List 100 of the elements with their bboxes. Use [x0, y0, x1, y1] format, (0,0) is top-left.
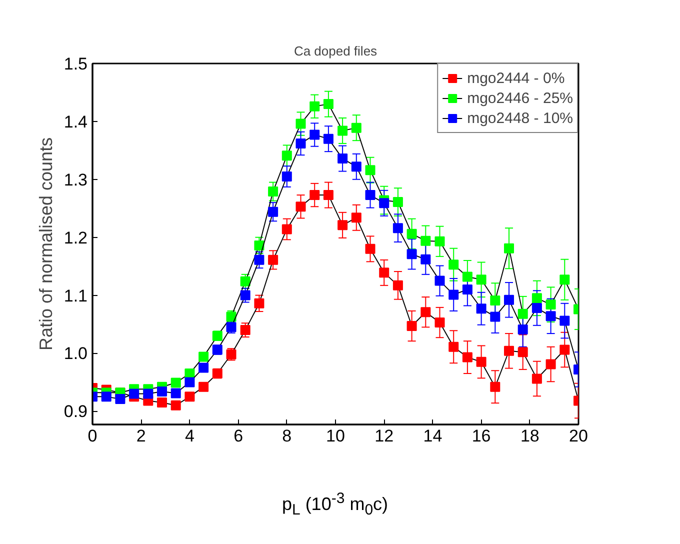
- point: [184, 368, 195, 379]
- x-tick-label: 2: [136, 426, 146, 446]
- point: [240, 325, 250, 336]
- point: [448, 342, 459, 352]
- point: [379, 268, 390, 278]
- point: [420, 307, 431, 318]
- point: [254, 254, 264, 265]
- y-tick-label: 1.1: [64, 286, 88, 306]
- point: [115, 394, 126, 404]
- legend-label: mgo2446 - 25%: [467, 90, 573, 106]
- point: [282, 224, 292, 234]
- point: [448, 290, 459, 300]
- point: [143, 388, 154, 399]
- point: [157, 386, 167, 396]
- point: [351, 162, 362, 172]
- point: [476, 304, 486, 314]
- point: [310, 130, 320, 140]
- point: [198, 352, 209, 362]
- legend-label: mgo2448 - 10%: [467, 110, 573, 126]
- point: [518, 347, 528, 358]
- point: [268, 254, 278, 265]
- point: [365, 190, 376, 200]
- point: [476, 274, 486, 285]
- point: [170, 400, 181, 410]
- point: [240, 276, 250, 286]
- x-axis-title: p$_{L}$ (10$^{-3}$ m$_{0}$c): [282, 490, 388, 519]
- legend-label: mgo2444 - 0%: [467, 70, 565, 86]
- point: [310, 101, 320, 112]
- point: [338, 220, 348, 230]
- y-tick-label: 1.0: [64, 344, 88, 364]
- point: [101, 392, 112, 402]
- x-tick-label: 8: [282, 426, 292, 446]
- point: [392, 280, 403, 290]
- y-axis-title: Ratio of normalised counts: [36, 137, 56, 351]
- point: [351, 122, 362, 133]
- point: [323, 190, 334, 200]
- point: [476, 356, 486, 367]
- point: [490, 382, 500, 392]
- point: [546, 300, 556, 310]
- point: [198, 362, 209, 373]
- point: [338, 154, 348, 164]
- y-tick-label: 1.2: [64, 228, 88, 248]
- point: [448, 260, 459, 270]
- point: [184, 377, 195, 388]
- point: [282, 171, 292, 182]
- point: [504, 346, 514, 356]
- point: [157, 397, 167, 408]
- point: [532, 303, 542, 314]
- point: [323, 134, 334, 144]
- point: [462, 352, 472, 362]
- point: [338, 126, 348, 136]
- x-tick-label: 4: [184, 426, 194, 446]
- point: [268, 206, 278, 217]
- point: [406, 249, 417, 260]
- point: [296, 118, 306, 129]
- point: [296, 138, 306, 148]
- point: [392, 223, 403, 234]
- point: [406, 320, 417, 331]
- point: [406, 228, 417, 239]
- point: [379, 198, 390, 208]
- point: [170, 388, 181, 398]
- point: [268, 186, 278, 197]
- point: [184, 392, 195, 402]
- point: [532, 293, 542, 304]
- point: [546, 359, 556, 370]
- point: [434, 236, 445, 246]
- point: [434, 276, 445, 286]
- point: [504, 243, 514, 254]
- point: [351, 212, 362, 223]
- point: [490, 312, 500, 322]
- x-tick-label: 20: [569, 426, 588, 446]
- point: [254, 240, 264, 250]
- x-tick-label: 0: [88, 426, 98, 446]
- x-tick-label: 16: [472, 426, 491, 446]
- x-tick-label: 18: [520, 426, 540, 446]
- point: [560, 316, 570, 326]
- y-tick-label: 1.4: [64, 112, 88, 132]
- point: [462, 284, 472, 294]
- point: [198, 382, 209, 392]
- point: [240, 290, 250, 300]
- y-tick-label: 0.9: [64, 402, 88, 422]
- y-tick-label: 1.3: [64, 170, 88, 190]
- point: [254, 298, 264, 308]
- point: [532, 374, 542, 384]
- point: [560, 344, 570, 355]
- point: [546, 311, 556, 322]
- x-tick-label: 14: [423, 426, 442, 446]
- point: [560, 274, 570, 285]
- point: [504, 294, 514, 305]
- point: [518, 324, 528, 334]
- point: [310, 190, 320, 200]
- point: [129, 388, 140, 399]
- x-tick-label: 12: [374, 426, 394, 446]
- point: [420, 254, 431, 264]
- point: [518, 308, 528, 319]
- point: [296, 202, 306, 212]
- point: [170, 378, 181, 388]
- point: [462, 272, 472, 282]
- point: [434, 318, 445, 328]
- point: [282, 150, 292, 161]
